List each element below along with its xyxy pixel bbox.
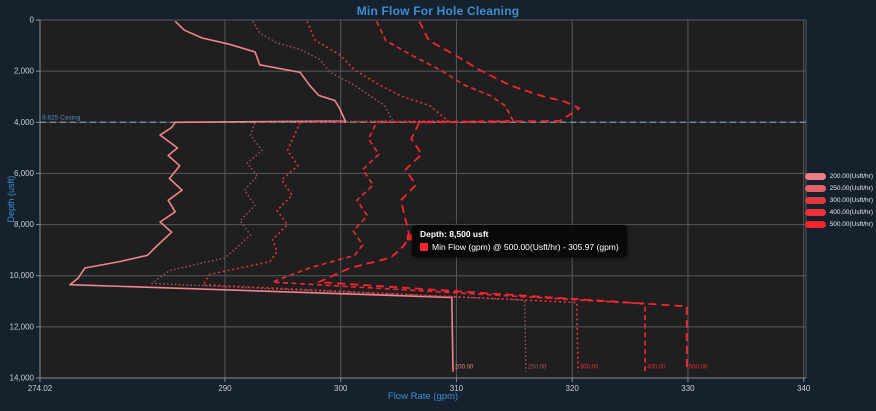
series-end-label: 250.00 [528, 365, 547, 371]
series-end-label: 500.00 [689, 365, 708, 371]
series-line-250[interactable] [151, 20, 527, 372]
x-tick-label: 320 [566, 384, 580, 393]
legend: 200.00(Usft/hr) 250.00(Usft/hr) 300.00(Usf… [804, 173, 873, 228]
series-end-label: 400.00 [647, 365, 666, 371]
legend-label-250: 250.00(Usft/hr) [829, 185, 873, 192]
legend-item-250[interactable]: 250.00(Usft/hr) [804, 185, 873, 192]
chart-title: Min Flow For Hole Cleaning [356, 4, 520, 18]
x-tick-label: 340 [797, 384, 811, 393]
series-end-label: 200.00 [455, 365, 474, 371]
x-axis-title: Flow Rate (gpm) [387, 391, 459, 402]
y-tick-label: 6,000 [14, 169, 35, 178]
y-tick-label: 4,000 [14, 118, 35, 127]
hover-point-marker[interactable] [406, 234, 413, 241]
plot-area[interactable] [40, 20, 806, 378]
legend-item-200[interactable]: 200.00(Usft/hr) [804, 173, 873, 180]
legend-label-400: 400.00(Usft/hr) [829, 209, 873, 216]
x-tick-label: 274.02 [28, 384, 53, 393]
legend-swatch-300 [804, 197, 826, 204]
legend-label-500: 500.00(Usft/hr) [829, 221, 873, 228]
legend-item-400[interactable]: 400.00(Usft/hr) [804, 209, 873, 216]
tooltip-depth-text: Depth: 8,500 usft [420, 229, 489, 239]
tooltip: Depth: 8,500 usft Min Flow (gpm) @ 500.0… [412, 225, 627, 257]
legend-item-300[interactable]: 300.00(Usft/hr) [804, 197, 873, 204]
x-tick-label: 290 [218, 384, 232, 393]
legend-swatch-250 [804, 185, 826, 192]
x-tick-label: 330 [681, 384, 695, 393]
y-tick-label: 14,000 [10, 374, 35, 383]
y-tick-label: 8,000 [14, 220, 35, 229]
series-end-label: 300.00 [580, 365, 599, 371]
legend-item-500[interactable]: 500.00(Usft/hr) [804, 221, 873, 228]
y-tick-label: 12,000 [10, 322, 35, 331]
series-line-300[interactable] [202, 20, 579, 372]
tooltip-series-swatch [420, 243, 428, 251]
legend-swatch-200 [804, 173, 826, 180]
legend-swatch-500 [804, 221, 826, 228]
legend-swatch-400 [804, 209, 826, 216]
legend-label-200: 200.00(Usft/hr) [829, 173, 873, 180]
series-line-500[interactable] [317, 20, 688, 372]
y-tick-label: 10,000 [10, 271, 35, 280]
legend-label-300: 300.00(Usft/hr) [829, 197, 873, 204]
tooltip-series-text: Min Flow (gpm) @ 500.00(Usft/hr) - 305.9… [432, 242, 619, 252]
x-tick-label: 300 [334, 384, 348, 393]
series-line-200[interactable] [69, 20, 454, 372]
x-tick-label: 310 [450, 384, 464, 393]
y-tick-label: 2,000 [14, 67, 35, 76]
y-tick-label: 0 [30, 16, 35, 25]
casing-label: 9.625 Casing [42, 114, 81, 121]
series-line-400[interactable] [271, 20, 646, 372]
